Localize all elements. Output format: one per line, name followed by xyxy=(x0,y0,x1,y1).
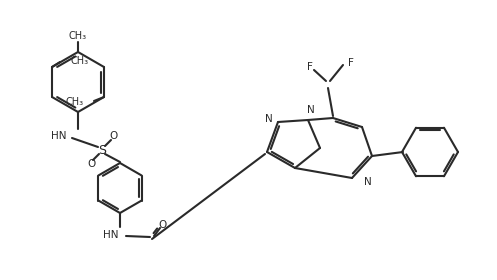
Text: HN: HN xyxy=(102,230,118,240)
Text: O: O xyxy=(109,131,117,141)
Text: F: F xyxy=(348,58,354,68)
Text: CH₃: CH₃ xyxy=(66,97,84,107)
Text: S: S xyxy=(98,144,106,157)
Text: F: F xyxy=(307,62,313,72)
Text: O: O xyxy=(87,159,95,169)
Text: N: N xyxy=(265,114,273,124)
Text: HN: HN xyxy=(51,131,66,141)
Text: N: N xyxy=(307,105,315,115)
Text: CH₃: CH₃ xyxy=(69,31,87,41)
Text: O: O xyxy=(158,220,166,230)
Text: N: N xyxy=(364,177,372,187)
Text: CH₃: CH₃ xyxy=(70,56,88,66)
